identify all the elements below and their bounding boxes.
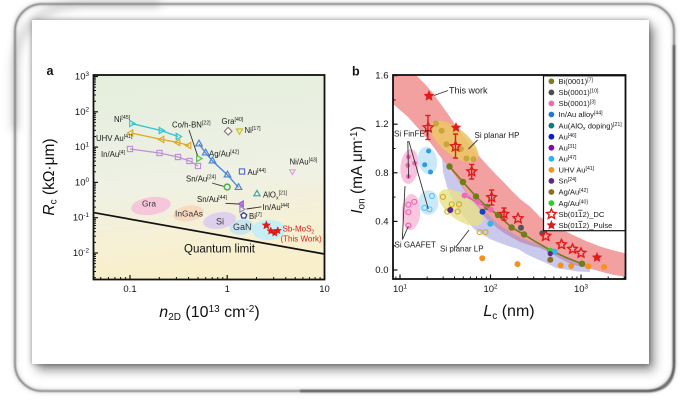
svg-text:Sb(0001)[10]​: Sb(0001)[10]​ [559, 88, 599, 97]
svg-text:AlOx​[21]​: AlOx​[21]​ [263, 191, 288, 202]
svg-text:Ag/Au[42]​: Ag/Au[42]​ [209, 150, 239, 159]
svg-text:Sn/Au[44]​: Sn/Au[44]​ [197, 195, 227, 204]
svg-text:Bi(0001)[7]​: Bi(0001)[7]​ [559, 77, 594, 86]
svg-text:1.6: 1.6 [375, 71, 388, 82]
svg-text:In/Au[4]​: In/Au[4]​ [101, 150, 126, 159]
svg-text:Si: Si [216, 217, 224, 227]
svg-text:Ni/Au[43]​: Ni/Au[43]​ [290, 158, 318, 167]
svg-text:UHV Au[41]​: UHV Au[41]​ [96, 134, 133, 143]
svg-text:0.1: 0.1 [123, 284, 136, 295]
svg-text:Si planar HP: Si planar HP [475, 131, 520, 140]
svg-text:101​: 101​ [393, 284, 408, 296]
svg-text:InGaAs: InGaAs [175, 209, 203, 219]
svg-text:(This Work): (This Work) [281, 235, 323, 244]
svg-text:Sb(0001)[3]​: Sb(0001)[3]​ [559, 99, 597, 108]
svg-text:Ni[17]​: Ni[17]​ [245, 126, 262, 135]
svg-text:0.0: 0.0 [375, 265, 388, 276]
svg-text:Gra[40]​: Gra[40]​ [222, 117, 244, 126]
svg-text:Sb(0112)_DC: Sb(0112)_DC [559, 210, 605, 219]
svg-text:Sn/Au[24]​: Sn/Au[24]​ [186, 175, 216, 184]
svg-text:Ion (mA μm-1): Ion (mA μm-1) [349, 126, 368, 214]
svg-text:Si GAAFET: Si GAAFET [395, 240, 436, 249]
svg-text:1: 1 [225, 284, 230, 295]
svg-text:Au[31]​: Au[31]​ [559, 143, 578, 152]
svg-text:b: b [352, 65, 360, 79]
svg-text:103​: 103​ [75, 71, 90, 83]
svg-text:Sb(0112)_Pulse: Sb(0112)_Pulse [559, 221, 613, 230]
svg-text:Ag/Au[42]​: Ag/Au[42]​ [559, 188, 589, 197]
svg-text:Ni[45]​: Ni[45]​ [114, 115, 131, 124]
svg-text:Co/h-BN[22]​: Co/h-BN[22]​ [172, 121, 211, 130]
svg-text:0.4: 0.4 [375, 216, 388, 227]
svg-text:In/Au alloy[44]​: In/Au alloy[44]​ [559, 110, 604, 119]
svg-text:Au(AlOx​ doping)[21]​: Au(AlOx​ doping)[21]​ [559, 121, 623, 132]
svg-text:Si planar LP: Si planar LP [440, 245, 484, 254]
svg-text:Gra: Gra [142, 199, 156, 209]
svg-text:Au[46]​: Au[46]​ [559, 132, 578, 141]
svg-text:1.2: 1.2 [375, 119, 388, 130]
svg-text:In/Au[44]​: In/Au[44]​ [263, 203, 290, 212]
svg-text:100​: 100​ [75, 177, 90, 189]
svg-text:Lc (nm): Lc (nm) [483, 303, 534, 322]
svg-text:10: 10 [319, 284, 330, 295]
svg-text:0.8: 0.8 [375, 168, 388, 179]
svg-text:Si FinFET: Si FinFET [394, 130, 430, 139]
svg-text:10-2​: 10-2​ [73, 248, 90, 260]
svg-text:Rc (kΩ·μm): Rc (kΩ·μm) [41, 138, 60, 215]
svg-text:a: a [47, 64, 55, 78]
svg-text:Quantum limit: Quantum limit [184, 244, 256, 256]
svg-text:n2D (1013 cm-2): n2D (1013 cm-2) [159, 304, 259, 323]
svg-text:103​: 103​ [574, 284, 589, 296]
svg-text:Au[47]​: Au[47]​ [559, 154, 578, 163]
svg-text:Sb-MoS2​: Sb-MoS2​ [283, 225, 315, 236]
svg-text:Bi[7]​: Bi[7]​ [249, 212, 262, 221]
svg-text:Au[44]​: Au[44]​ [248, 168, 267, 177]
svg-text:This work: This work [449, 86, 488, 96]
svg-text:UHV Au[41]​: UHV Au[41]​ [559, 166, 595, 175]
svg-text:102​: 102​ [483, 284, 498, 296]
svg-text:102​: 102​ [75, 106, 90, 118]
svg-text:Sn[24]​: Sn[24]​ [559, 177, 578, 186]
svg-text:101​: 101​ [75, 142, 90, 154]
svg-text:Ag/Au[40]​: Ag/Au[40]​ [559, 199, 589, 208]
svg-text:10-1​: 10-1​ [73, 212, 90, 224]
svg-text:GaN: GaN [233, 222, 252, 232]
